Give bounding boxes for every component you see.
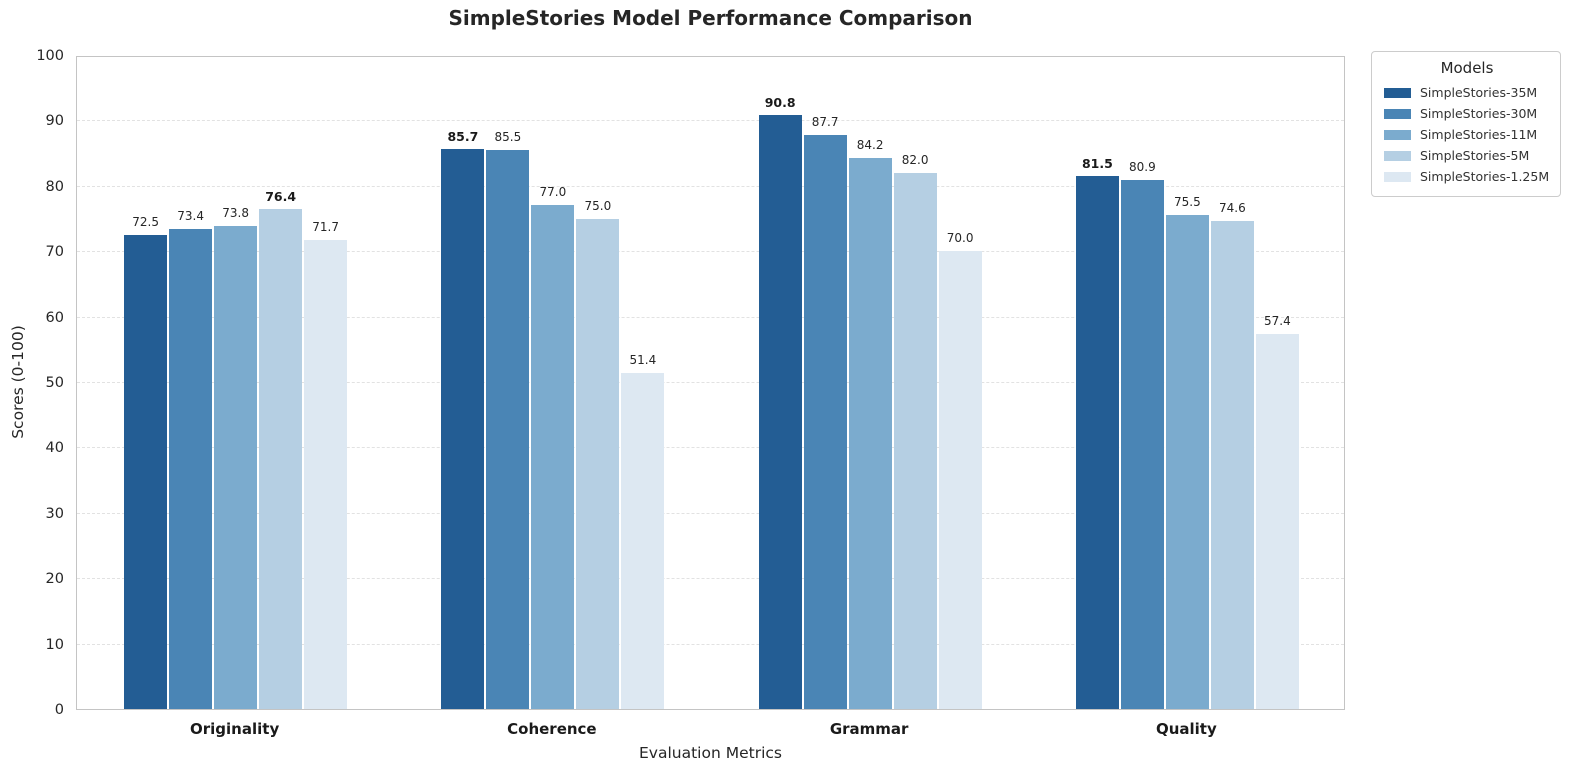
bar-value-label: 73.8 bbox=[222, 206, 249, 221]
bar-simplestories-1.25m-coherence: 51.4 bbox=[621, 353, 665, 709]
legend-item-label: SimpleStories-30M bbox=[1420, 106, 1538, 121]
bar-simplestories-35m-grammar: 90.8 bbox=[758, 95, 802, 709]
legend-swatch-icon bbox=[1384, 87, 1411, 98]
bar-value-label: 73.4 bbox=[177, 208, 204, 223]
y-tick-30: 30 bbox=[45, 505, 64, 522]
legend-swatch-icon bbox=[1384, 171, 1411, 182]
bar-group-coherence: 85.7 85.5 77.0 75.0 51.4 bbox=[394, 57, 711, 709]
bar-value-label: 51.4 bbox=[629, 352, 657, 367]
bar-value-label: 85.5 bbox=[494, 129, 522, 144]
legend-item-label: SimpleStories-35M bbox=[1420, 85, 1538, 100]
bar-value-label: 75.5 bbox=[1174, 195, 1201, 210]
y-tick-50: 50 bbox=[45, 375, 64, 391]
legend-item-label: SimpleStories-1.25M bbox=[1420, 169, 1550, 184]
bar-value-label: 71.7 bbox=[312, 220, 339, 235]
bar-group-quality: 81.5 80.9 75.5 74.6 57.4 bbox=[1029, 57, 1346, 709]
bar-value-label: 82.0 bbox=[901, 152, 929, 167]
gridline-y40 bbox=[77, 447, 1344, 449]
bar-simplestories-1.25m-grammar: 70.0 bbox=[938, 231, 982, 709]
y-tick-0: 0 bbox=[54, 702, 64, 718]
bar-value-label: 77.0 bbox=[539, 185, 567, 200]
legend-item-label: SimpleStories-5M bbox=[1420, 148, 1530, 163]
plot-area: 72.5 73.4 73.8 76.4 71.7 85.7 85.5 77.0 75.0 51.4… bbox=[76, 56, 1345, 710]
gridline-y60 bbox=[77, 316, 1344, 318]
legend-item-simplestories-5m: SimpleStories-5M bbox=[1384, 145, 1550, 166]
bar-simplestories-30m-grammar: 87.7 bbox=[803, 115, 847, 709]
y-tick-70: 70 bbox=[45, 244, 64, 261]
chart-title: SimpleStories Model Performance Comparis… bbox=[448, 6, 973, 30]
bar-value-label: 81.5 bbox=[1081, 156, 1113, 171]
bar-simplestories-1.25m-quality: 57.4 bbox=[1255, 314, 1299, 709]
bar-simplestories-11m-quality: 75.5 bbox=[1165, 195, 1209, 709]
bar-simplestories-30m-originality: 73.4 bbox=[169, 209, 213, 709]
bar-simplestories-11m-originality: 73.8 bbox=[214, 206, 258, 709]
bar-simplestories-5m-grammar: 82.0 bbox=[893, 153, 937, 709]
x-category-grammar: Grammar bbox=[829, 720, 909, 738]
bar-value-label: 80.9 bbox=[1129, 159, 1156, 174]
bar-simplestories-35m-coherence: 85.7 bbox=[441, 129, 485, 709]
gridline-y50 bbox=[77, 382, 1344, 383]
bar-simplestories-5m-coherence: 75.0 bbox=[576, 199, 620, 709]
legend-swatch-icon bbox=[1384, 108, 1411, 119]
y-tick-80: 80 bbox=[45, 178, 64, 195]
y-tick-60: 60 bbox=[45, 309, 64, 326]
bar-group-grammar: 90.8 87.7 84.2 82.0 70.0 bbox=[712, 57, 1029, 709]
x-category-quality: Quality bbox=[1155, 720, 1217, 738]
bar-value-label: 72.5 bbox=[132, 214, 159, 229]
bar-simplestories-11m-grammar: 84.2 bbox=[848, 138, 892, 709]
gridline-y20 bbox=[77, 578, 1344, 580]
bar-value-label: 85.7 bbox=[447, 128, 479, 144]
bar-simplestories-5m-originality: 76.4 bbox=[259, 189, 303, 709]
bar-simplestories-30m-coherence: 85.5 bbox=[486, 130, 530, 709]
y-tick-90: 90 bbox=[45, 113, 64, 130]
y-tick-10: 10 bbox=[45, 636, 64, 653]
bar-simplestories-11m-coherence: 77.0 bbox=[531, 185, 575, 709]
legend-item-simplestories-11m: SimpleStories-11M bbox=[1384, 124, 1550, 145]
legend-item-simplestories-30m: SimpleStories-30M bbox=[1384, 103, 1550, 124]
bar-value-label: 57.4 bbox=[1264, 313, 1291, 328]
bar-value-label: 87.7 bbox=[811, 115, 839, 130]
bar-simplestories-1.25m-originality: 71.7 bbox=[304, 220, 348, 709]
legend-swatch-icon bbox=[1384, 150, 1411, 161]
bar-value-label: 84.2 bbox=[856, 138, 884, 153]
legend: Models SimpleStories-35M SimpleStories-30… bbox=[1371, 51, 1561, 197]
legend-item-simplestories-35m: SimpleStories-35M bbox=[1384, 82, 1550, 103]
bar-simplestories-30m-quality: 80.9 bbox=[1120, 160, 1164, 709]
bar-value-label: 90.8 bbox=[764, 95, 796, 111]
gridline-y30 bbox=[77, 512, 1344, 514]
gridline-y10 bbox=[77, 643, 1344, 645]
y-tick-100: 100 bbox=[36, 48, 64, 64]
bar-simplestories-5m-quality: 74.6 bbox=[1210, 201, 1254, 709]
x-category-coherence: Coherence bbox=[507, 720, 597, 738]
bar-value-label: 74.6 bbox=[1219, 201, 1246, 216]
legend-items: SimpleStories-35M SimpleStories-30M Simple… bbox=[1384, 82, 1550, 187]
x-axis-label: Evaluation Metrics bbox=[639, 744, 782, 762]
gridline-y90 bbox=[77, 120, 1344, 122]
x-category-originality: Originality bbox=[190, 720, 280, 738]
bar-value-label: 75.0 bbox=[584, 198, 612, 213]
bar-value-label: 76.4 bbox=[265, 189, 297, 205]
y-tick-40: 40 bbox=[45, 440, 64, 457]
bar-simplestories-35m-quality: 81.5 bbox=[1075, 156, 1119, 709]
y-tick-20: 20 bbox=[45, 571, 64, 588]
gridline-y70 bbox=[77, 251, 1344, 253]
gridline-y80 bbox=[77, 185, 1344, 187]
legend-item-label: SimpleStories-11M bbox=[1420, 127, 1538, 142]
bar-value-label: 70.0 bbox=[946, 231, 974, 246]
legend-title: Models bbox=[1440, 59, 1494, 77]
bar-simplestories-35m-originality: 72.5 bbox=[124, 215, 168, 709]
bar-group-originality: 72.5 73.4 73.8 76.4 71.7 bbox=[77, 57, 394, 709]
legend-item-simplestories-1.25m: SimpleStories-1.25M bbox=[1384, 166, 1550, 187]
legend-swatch-icon bbox=[1384, 129, 1411, 140]
